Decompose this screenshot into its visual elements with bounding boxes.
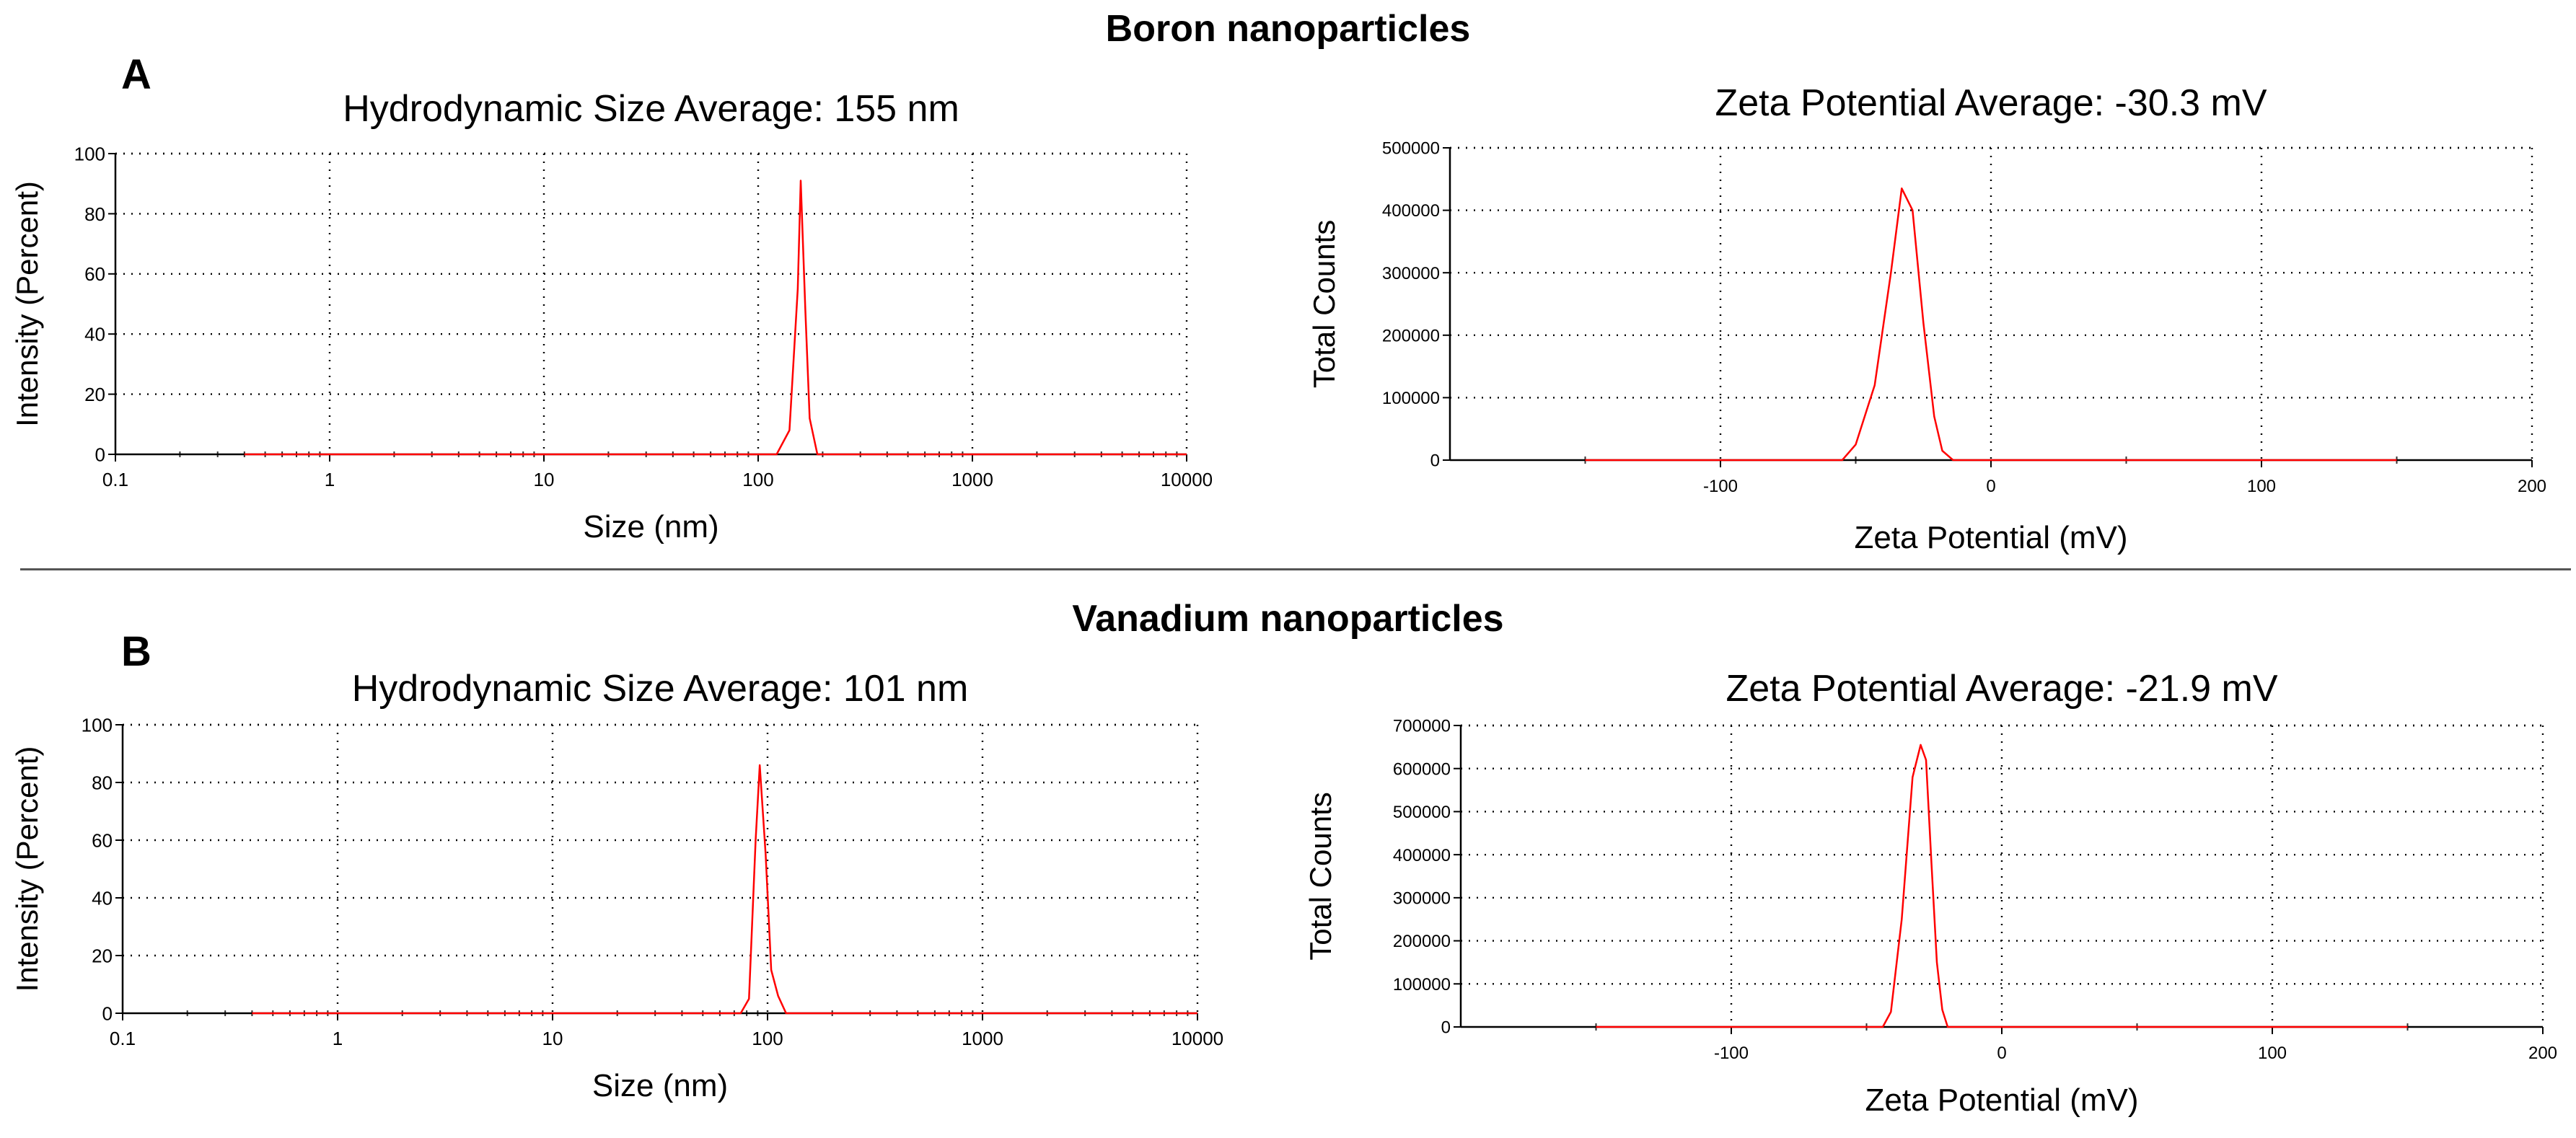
y-tick-label: 500000	[1382, 139, 1440, 159]
y-tick-label: 40	[84, 324, 105, 345]
chart-boron-size: Hydrodynamic Size Average: 155 nm 0 20 40 60…	[10, 88, 1213, 544]
panel-label-b: B	[121, 628, 151, 675]
chart-title: Hydrodynamic Size Average: 101 nm	[352, 668, 969, 710]
y-tick-label: 100000	[1393, 975, 1451, 994]
x-tick-label: 200	[2518, 477, 2546, 496]
chart-title: Zeta Potential Average: -30.3 mV	[1715, 82, 2267, 124]
y-tick-label: 20	[92, 945, 113, 966]
x-axis-label: Zeta Potential (mV)	[1854, 520, 2127, 555]
x-tick-label: 0	[1997, 1044, 2006, 1063]
x-tick-label: 0.1	[110, 1028, 136, 1049]
x-tick-label: 10000	[1171, 1028, 1223, 1049]
x-tick-label: 1000	[962, 1028, 1003, 1049]
chart-title: Hydrodynamic Size Average: 155 nm	[343, 88, 959, 130]
x-tick-label: 200	[2528, 1044, 2557, 1063]
y-axis-label: Total Counts	[1304, 792, 1337, 960]
y-tick-label: 80	[92, 772, 113, 793]
x-tick-label: 0	[1986, 477, 1995, 496]
chart-title: Zeta Potential Average: -21.9 mV	[1726, 668, 2277, 710]
x-axis-label: Size (nm)	[592, 1068, 728, 1103]
x-tick-label: -100	[1703, 477, 1738, 496]
series-line	[244, 180, 1187, 456]
y-tick-label: 40	[92, 887, 113, 909]
y-tick-label: 500000	[1393, 803, 1451, 822]
y-tick-label: 300000	[1382, 264, 1440, 283]
chart-vanadium-zeta: Zeta Potential Average: -21.9 mV 0 100000 2…	[1304, 668, 2557, 1118]
x-tick-label: 100	[742, 469, 773, 490]
x-tick-label: 0.1	[102, 469, 128, 490]
y-tick-label: 0	[95, 444, 105, 465]
section-divider	[20, 568, 2571, 570]
panel-label-a: A	[121, 51, 151, 98]
y-tick-label: 20	[84, 384, 105, 405]
x-tick-label: 10	[534, 469, 555, 490]
series-line	[252, 764, 1197, 1015]
y-tick-label: 80	[84, 203, 105, 225]
y-tick-label: 0	[102, 1002, 113, 1024]
x-tick-label: 100	[2247, 477, 2276, 496]
series-line	[1585, 188, 2397, 462]
chart-vanadium-size: Hydrodynamic Size Average: 101 nm 0 20 40 60…	[10, 668, 1223, 1103]
y-tick-label: 200000	[1382, 326, 1440, 345]
x-axis-label: Zeta Potential (mV)	[1865, 1082, 2138, 1118]
x-tick-label: 1000	[951, 469, 993, 490]
y-axis-label: Intensity (Percent)	[10, 181, 44, 427]
x-tick-label: 10000	[1161, 469, 1213, 490]
chart-boron-zeta: Zeta Potential Average: -30.3 mV 0 100000 2…	[1307, 82, 2546, 555]
y-tick-label: 0	[1441, 1018, 1451, 1038]
x-tick-label: 100	[2258, 1044, 2287, 1063]
y-tick-label: 200000	[1393, 932, 1451, 951]
y-tick-label: 60	[84, 263, 105, 285]
y-tick-label: 600000	[1393, 759, 1451, 779]
x-tick-label: 10	[542, 1028, 563, 1049]
y-tick-label: 400000	[1382, 201, 1440, 221]
y-tick-label: 400000	[1393, 846, 1451, 865]
y-axis-label: Total Counts	[1307, 220, 1341, 388]
y-tick-label: 700000	[1393, 717, 1451, 736]
y-tick-label: 60	[92, 829, 113, 851]
y-tick-label: 0	[1430, 451, 1440, 471]
x-tick-label: 1	[333, 1028, 343, 1049]
x-tick-label: -100	[1714, 1044, 1749, 1063]
x-axis-label: Size (nm)	[583, 509, 718, 544]
heading-vanadium: Vanadium nanoparticles	[1072, 598, 1504, 640]
y-axis-label: Intensity (Percent)	[10, 746, 44, 992]
heading-boron: Boron nanoparticles	[1105, 8, 1471, 50]
series-line	[1596, 744, 2408, 1028]
y-tick-label: 300000	[1393, 888, 1451, 908]
x-tick-label: 100	[752, 1028, 783, 1049]
y-tick-label: 100000	[1382, 389, 1440, 408]
y-tick-label: 100	[74, 143, 105, 164]
y-tick-label: 100	[82, 714, 113, 736]
x-tick-label: 1	[325, 469, 335, 490]
